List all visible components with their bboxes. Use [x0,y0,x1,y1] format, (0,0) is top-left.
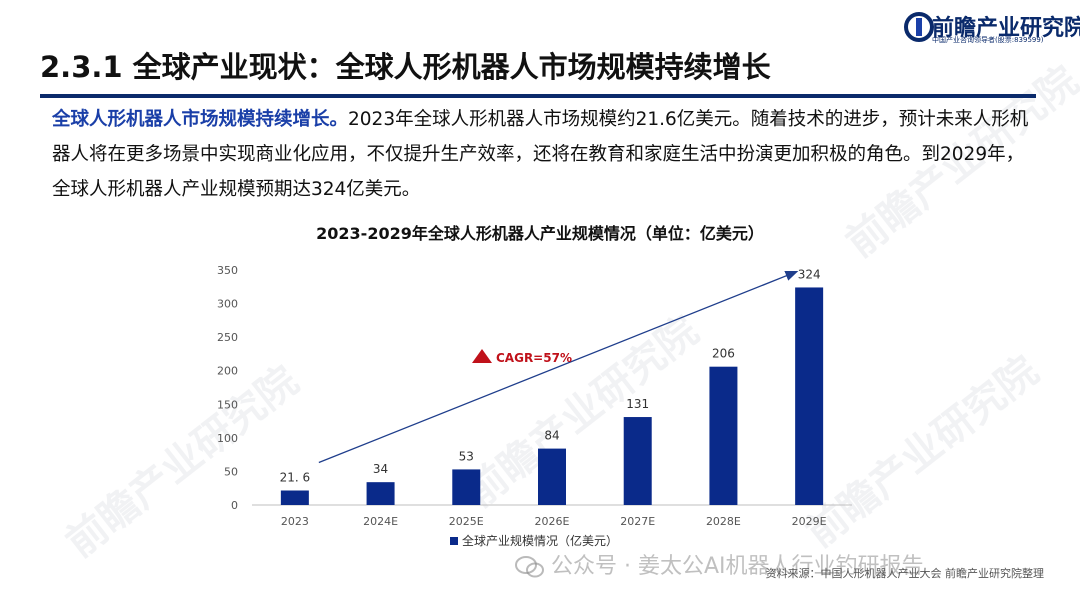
data-label: 131 [626,397,649,411]
wechat-icon [515,556,544,578]
bar [795,287,824,505]
legend-swatch [450,537,458,545]
page-title: 2.3.1 全球产业现状：全球人形机器人市场规模持续增长 [40,50,771,84]
data-label: 206 [712,347,735,361]
bar [709,366,738,505]
bar [538,448,566,505]
y-tick-label: 250 [217,331,238,344]
bar [366,482,395,505]
legend-label: 全球产业规模情况（亿美元） [462,533,618,548]
brand-logo: 前瞻产业研究院 中国产业咨询领导者(股票:839599) [904,8,1080,48]
title-divider [40,94,1036,98]
data-label: 34 [373,462,388,476]
x-tick-label: 2028E [706,515,741,528]
y-tick-label: 0 [231,499,238,512]
brand-tagline: 中国产业咨询领导者(股票:839599) [932,36,1044,44]
x-tick-label: 2027E [620,515,655,528]
data-label: 53 [459,449,474,463]
wechat-text: 公众号 · 姜太公AI机器人行业钓研报告 [551,554,924,579]
x-tick-label: 2029E [792,515,827,528]
wechat-watermark: 公众号 · 姜太公AI机器人行业钓研报告 [515,548,924,580]
x-tick-label: 2025E [449,515,484,528]
y-tick-label: 350 [217,264,238,277]
intro-body: 2023年全球人形机器人市场规模约21.6亿美元。随着技术的进步，预计未来人形机… [52,109,1029,200]
x-tick-label: 2024E [363,515,398,528]
bar [623,417,652,505]
brand-mark-icon [904,12,934,42]
y-tick-label: 200 [217,365,238,378]
brand-name: 前瞻产业研究院 [932,16,1080,41]
bar [280,490,309,505]
trend-arrow [318,270,799,464]
data-label: 84 [544,429,559,443]
y-tick-label: 100 [217,432,238,445]
intro-lead: 全球人形机器人市场规模持续增长。 [52,109,349,130]
triangle-up-icon [472,349,492,363]
source-note: 资料来源：中国人形机器人产业大会 前瞻产业研究院整理 [765,567,1045,580]
y-tick-label: 150 [217,398,238,411]
cagr-annotation: CAGR=57% [496,351,572,365]
x-tick-label: 2023 [281,515,309,528]
data-label: 324 [798,267,821,281]
bar [452,469,481,505]
y-tick-label: 300 [217,298,238,311]
chart-title: 2023-2029年全球人形机器人产业规模情况（单位：亿美元） [316,224,764,243]
intro-paragraph: 全球人形机器人市场规模持续增长。2023年全球人形机器人市场规模约21.6亿美元… [52,102,1042,207]
x-tick-label: 2026E [535,515,570,528]
y-tick-label: 50 [224,465,238,478]
data-label: 21. 6 [280,470,311,484]
